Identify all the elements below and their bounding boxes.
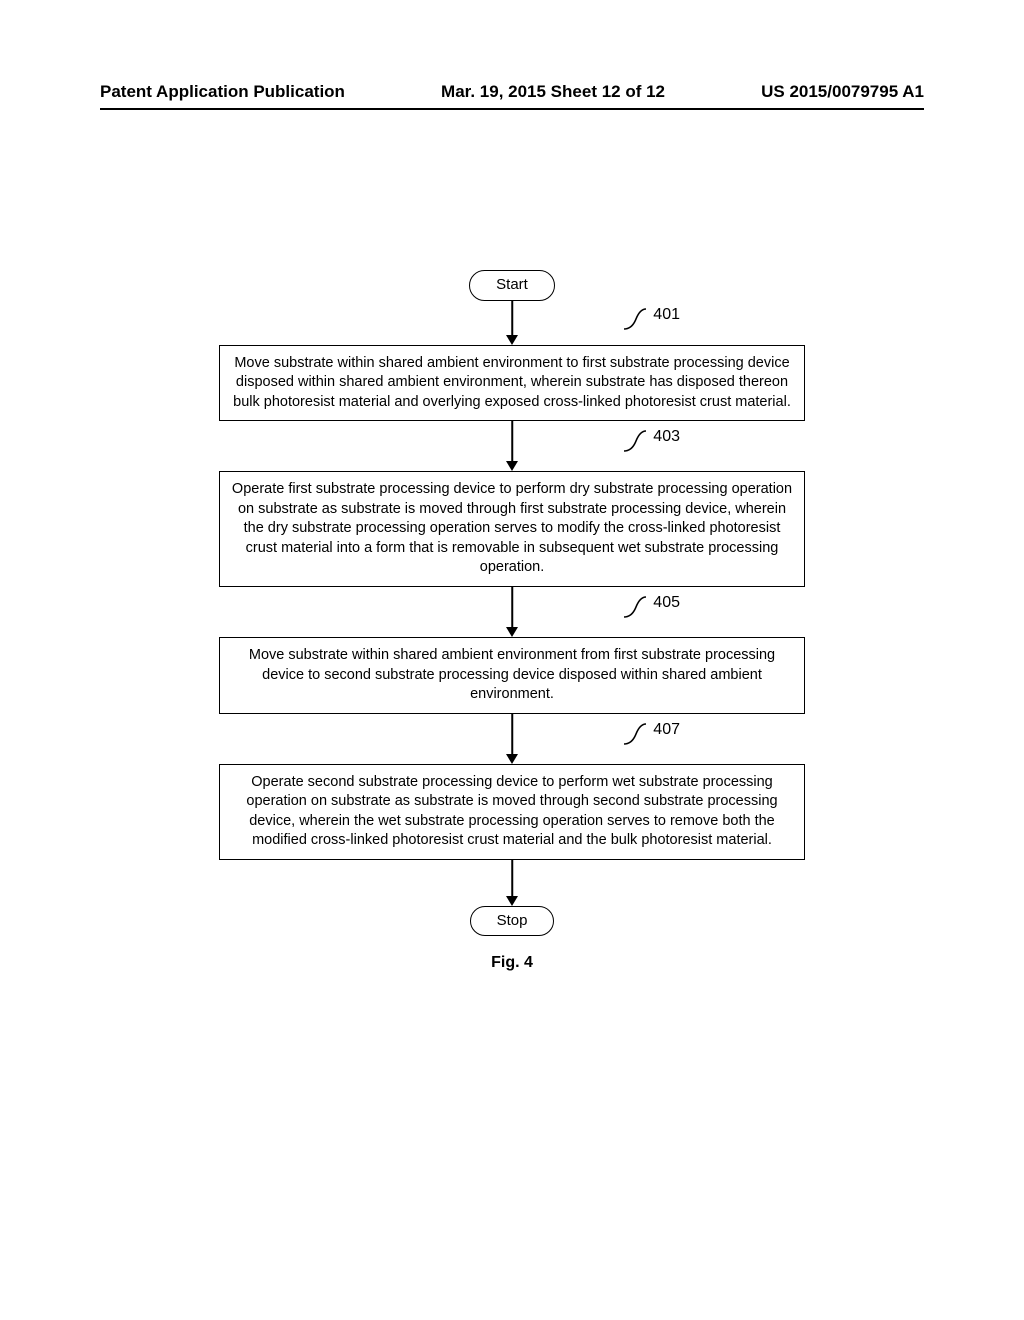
ref-leader-icon	[624, 429, 646, 453]
ref-leader-icon	[624, 307, 646, 331]
arrow: 405	[230, 587, 794, 637]
header-center: Mar. 19, 2015 Sheet 12 of 12	[441, 82, 665, 102]
arrow	[230, 860, 794, 906]
page: Patent Application Publication Mar. 19, …	[0, 0, 1024, 1320]
arrow: 401	[230, 301, 794, 345]
terminal-stop: Stop	[470, 906, 555, 937]
step-403: Operate first substrate processing devic…	[219, 471, 805, 587]
flowchart: Start 401 Move substrate within shared a…	[0, 270, 1024, 972]
terminal-start: Start	[469, 270, 555, 301]
step-405: Move substrate within shared ambient env…	[219, 637, 805, 714]
ref-403: 403	[653, 429, 680, 445]
step-407: Operate second substrate processing devi…	[219, 764, 805, 860]
ref-401: 401	[653, 307, 680, 323]
header-left: Patent Application Publication	[100, 82, 345, 102]
ref-405: 405	[653, 595, 680, 611]
ref-407: 407	[653, 722, 680, 738]
step-401: Move substrate within shared ambient env…	[219, 345, 805, 422]
figure-caption: Fig. 4	[491, 954, 533, 972]
ref-leader-icon	[624, 595, 646, 619]
ref-leader-icon	[624, 722, 646, 746]
arrow: 407	[230, 714, 794, 764]
header-rule	[100, 108, 924, 110]
page-header: Patent Application Publication Mar. 19, …	[100, 82, 924, 102]
arrow: 403	[230, 421, 794, 471]
header-right: US 2015/0079795 A1	[761, 82, 924, 102]
